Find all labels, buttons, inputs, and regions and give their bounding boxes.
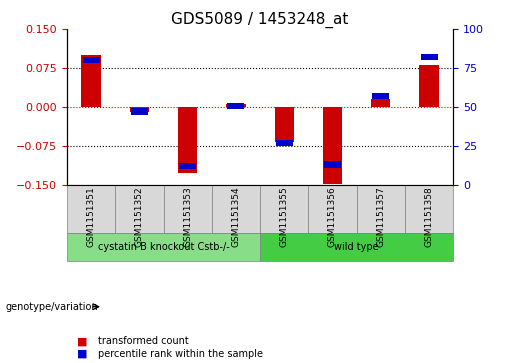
Bar xyxy=(324,161,341,168)
Bar xyxy=(228,103,245,109)
Bar xyxy=(179,163,196,169)
Text: GSM1151351: GSM1151351 xyxy=(87,187,96,247)
Bar xyxy=(372,93,389,99)
Bar xyxy=(419,65,439,107)
FancyBboxPatch shape xyxy=(67,185,115,233)
Text: GSM1151356: GSM1151356 xyxy=(328,187,337,247)
FancyBboxPatch shape xyxy=(260,233,453,261)
Text: GSM1151355: GSM1151355 xyxy=(280,187,289,247)
Bar xyxy=(371,99,390,107)
Text: GSM1151358: GSM1151358 xyxy=(424,187,434,247)
Bar xyxy=(226,104,246,107)
Text: GSM1151357: GSM1151357 xyxy=(376,187,385,247)
Text: ■: ■ xyxy=(77,336,88,346)
Bar xyxy=(82,57,99,63)
Bar xyxy=(323,107,342,184)
Bar xyxy=(421,54,438,60)
Bar xyxy=(276,139,293,146)
Bar xyxy=(178,107,197,173)
Text: cystatin B knockout Cstb-/-: cystatin B knockout Cstb-/- xyxy=(98,242,229,252)
Text: percentile rank within the sample: percentile rank within the sample xyxy=(98,349,263,359)
FancyBboxPatch shape xyxy=(405,185,453,233)
FancyBboxPatch shape xyxy=(67,233,260,261)
Text: GSM1151352: GSM1151352 xyxy=(135,187,144,247)
Bar xyxy=(81,55,101,107)
Text: transformed count: transformed count xyxy=(98,336,188,346)
FancyBboxPatch shape xyxy=(308,185,356,233)
Bar xyxy=(274,107,294,142)
Text: GSM1151354: GSM1151354 xyxy=(231,187,241,247)
Title: GDS5089 / 1453248_at: GDS5089 / 1453248_at xyxy=(171,12,349,28)
Text: genotype/variation: genotype/variation xyxy=(5,302,98,312)
FancyBboxPatch shape xyxy=(212,185,260,233)
Text: ■: ■ xyxy=(77,349,88,359)
Bar xyxy=(131,109,148,115)
FancyBboxPatch shape xyxy=(260,185,308,233)
FancyBboxPatch shape xyxy=(115,185,163,233)
Text: wild type: wild type xyxy=(334,242,379,252)
Text: GSM1151353: GSM1151353 xyxy=(183,187,192,247)
FancyBboxPatch shape xyxy=(356,185,405,233)
FancyBboxPatch shape xyxy=(163,185,212,233)
Bar xyxy=(130,107,149,112)
